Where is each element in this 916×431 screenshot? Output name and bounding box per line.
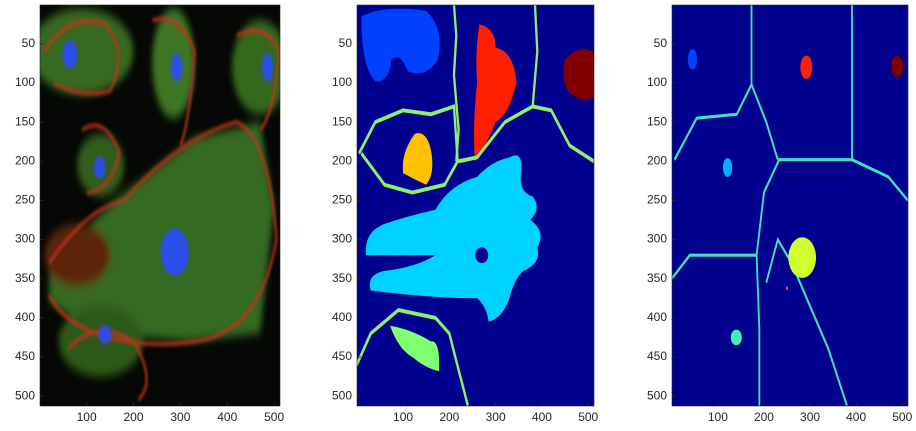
x-tick-label: 200: [754, 410, 774, 424]
y-tick-label: 300: [332, 232, 352, 246]
y-tick-label: 50: [339, 36, 353, 50]
y-tick-label: 100: [647, 75, 667, 89]
x-tick-label: 300: [800, 410, 820, 424]
y-tick-label: 200: [647, 153, 667, 167]
y-tick-label: 450: [15, 349, 35, 363]
centroid-image: [672, 5, 908, 407]
x-tick-label: 300: [486, 410, 506, 424]
x-tick-label: 500: [578, 410, 598, 424]
y-tick-label: 300: [15, 232, 35, 246]
y-tick-label: 400: [15, 310, 35, 324]
x-tick-label: 400: [532, 410, 552, 424]
y-tick-label: 450: [332, 349, 352, 363]
y-tick-label: 250: [647, 193, 667, 207]
y-tick-label: 100: [15, 75, 35, 89]
x-tick-label: 100: [393, 410, 413, 424]
y-tick-label: 350: [332, 271, 352, 285]
y-tick-label: 350: [647, 271, 667, 285]
y-tick-label: 500: [647, 388, 667, 402]
y-tick-label: 250: [15, 193, 35, 207]
y-tick-label: 350: [15, 271, 35, 285]
x-tick-label: 500: [264, 410, 284, 424]
y-tick-label: 200: [332, 153, 352, 167]
y-tick-label: 150: [15, 114, 35, 128]
x-tick-label: 400: [846, 410, 866, 424]
y-tick-label: 400: [647, 310, 667, 324]
y-tick-label: 50: [22, 36, 36, 50]
y-tick-label: 100: [332, 75, 352, 89]
y-tick-label: 500: [332, 388, 352, 402]
y-tick-label: 200: [15, 153, 35, 167]
y-tick-label: 150: [647, 114, 667, 128]
y-tick-label: 450: [647, 349, 667, 363]
y-tick-label: 250: [332, 193, 352, 207]
segmentation-image: [357, 5, 594, 407]
y-tick-label: 400: [332, 310, 352, 324]
y-tick-label: 300: [647, 232, 667, 246]
y-tick-label: 150: [332, 114, 352, 128]
x-tick-label: 300: [170, 410, 190, 424]
y-tick-label: 500: [15, 388, 35, 402]
x-tick-label: 200: [124, 410, 144, 424]
cell-image: [30, 5, 288, 407]
x-tick-label: 500: [892, 410, 912, 424]
x-tick-label: 200: [439, 410, 459, 424]
y-tick-label: 50: [654, 36, 668, 50]
x-tick-label: 100: [708, 410, 728, 424]
figure: 100 200 300 400 500 50 100 150 200 250 300 350 400 45…: [0, 0, 916, 431]
x-tick-label: 100: [77, 410, 97, 424]
x-tick-label: 400: [217, 410, 237, 424]
